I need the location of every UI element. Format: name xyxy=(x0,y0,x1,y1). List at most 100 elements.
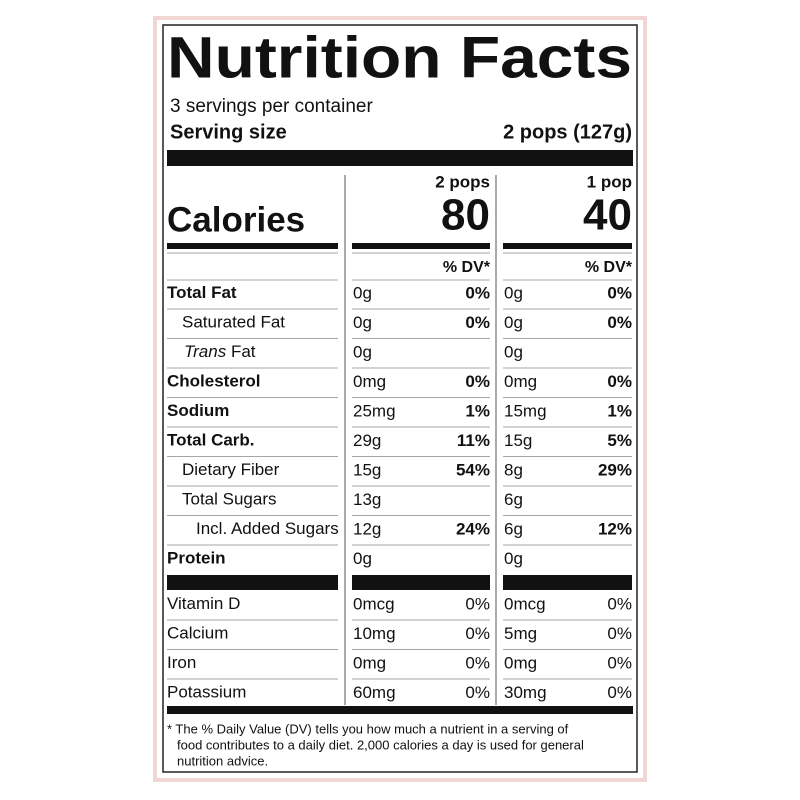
nutrient-name-text: Saturated Fat xyxy=(182,313,285,332)
daily-value: 24% xyxy=(456,519,490,538)
daily-value: 0% xyxy=(465,683,490,702)
dv-header: % DV* xyxy=(443,259,491,276)
nutrient-name-text: Fat xyxy=(231,342,256,361)
amount: 0g xyxy=(504,549,523,568)
nutrient-name: Total Carb. xyxy=(167,431,255,450)
daily-value: 0% xyxy=(607,594,632,613)
nutrient-name-italic: Trans xyxy=(184,342,227,361)
nutrient-name: Incl. Added Sugars xyxy=(196,519,339,538)
thick-bar xyxy=(503,575,632,590)
daily-value: 0% xyxy=(607,683,632,702)
daily-value: 29% xyxy=(598,460,632,479)
amount: 13g xyxy=(353,490,381,509)
amount: 0mg xyxy=(353,653,386,672)
amount: 0g xyxy=(353,283,372,302)
daily-value: 0% xyxy=(465,624,490,643)
footnote: nutrition advice. xyxy=(177,753,268,768)
daily-value: 1% xyxy=(607,401,632,420)
bar xyxy=(167,243,338,249)
amount: 0mg xyxy=(504,653,537,672)
column-header: 2 pops xyxy=(435,172,490,191)
serving-size-label: Serving size xyxy=(170,121,287,143)
nutrient-name-text: Cholesterol xyxy=(167,372,261,391)
amount: 15mg xyxy=(504,401,547,420)
nutrient-name-text: Total Fat xyxy=(167,283,237,302)
amount: 0g xyxy=(504,313,523,332)
nutrient-name-text: Total Sugars xyxy=(182,490,277,509)
amount: 0g xyxy=(353,342,372,361)
daily-value: 0% xyxy=(465,653,490,672)
calories-value: 80 xyxy=(441,191,490,240)
serving-size-value: 2 pops (127g) xyxy=(503,121,632,143)
nutrient-name: Vitamin D xyxy=(167,594,240,613)
nutrient-name: Protein xyxy=(167,549,226,568)
nutrient-name-text: Potassium xyxy=(167,683,246,702)
nutrient-name-text: Sodium xyxy=(167,401,229,420)
nutrient-name: Saturated Fat xyxy=(182,313,285,332)
thick-bar xyxy=(167,706,633,714)
nutrient-name: Total Sugars xyxy=(182,490,277,509)
daily-value: 0% xyxy=(465,313,490,332)
amount: 0mcg xyxy=(353,594,395,613)
amount: 0mcg xyxy=(504,594,546,613)
daily-value: 12% xyxy=(598,519,632,538)
bar xyxy=(503,243,632,249)
amount: 0g xyxy=(353,313,372,332)
daily-value: 0% xyxy=(607,653,632,672)
amount: 8g xyxy=(504,460,523,479)
bar xyxy=(352,243,490,249)
thick-bar xyxy=(352,575,490,590)
footnote: * The % Daily Value (DV) tells you how m… xyxy=(167,721,569,736)
daily-value: 0% xyxy=(465,283,490,302)
nutrient-name-text: Total Carb. xyxy=(167,431,255,450)
column-header: 1 pop xyxy=(587,172,632,191)
amount: 6g xyxy=(504,519,523,538)
dv-header: % DV* xyxy=(585,259,633,276)
amount: 0g xyxy=(504,342,523,361)
nutrient-name-text: Vitamin D xyxy=(167,594,240,613)
daily-value: 0% xyxy=(607,313,632,332)
thick-bar xyxy=(167,150,633,166)
daily-value: 0% xyxy=(465,594,490,613)
daily-value: 5% xyxy=(607,431,632,450)
calories-label: Calories xyxy=(167,200,305,239)
amount: 12g xyxy=(353,519,381,538)
nutrient-name: Calcium xyxy=(167,624,228,643)
amount: 29g xyxy=(353,431,381,450)
nutrient-name: Iron xyxy=(167,653,196,672)
daily-value: 0% xyxy=(607,283,632,302)
daily-value: 0% xyxy=(465,372,490,391)
nutrient-name: Sodium xyxy=(167,401,229,420)
daily-value: 11% xyxy=(457,431,490,450)
amount: 0mg xyxy=(504,372,537,391)
amount: 0g xyxy=(353,549,372,568)
amount: 60mg xyxy=(353,683,396,702)
nutrient-name-text: Protein xyxy=(167,549,226,568)
amount: 0g xyxy=(504,283,523,302)
thick-bar xyxy=(167,575,338,590)
inner-border xyxy=(162,24,638,773)
nutrient-name: Trans Fat xyxy=(184,342,256,361)
nutrient-name: Potassium xyxy=(167,683,246,702)
nutrient-name-text: Calcium xyxy=(167,624,228,643)
amount: 25mg xyxy=(353,401,396,420)
nutrient-name: Cholesterol xyxy=(167,372,261,391)
amount: 15g xyxy=(504,431,532,450)
calories-value: 40 xyxy=(583,191,632,240)
daily-value: 54% xyxy=(456,460,490,479)
footnote: food contributes to a daily diet. 2,000 … xyxy=(177,737,584,752)
nutrient-name: Total Fat xyxy=(167,283,237,302)
amount: 5mg xyxy=(504,624,537,643)
amount: 30mg xyxy=(504,683,547,702)
daily-value: 0% xyxy=(607,372,632,391)
daily-value: 0% xyxy=(607,624,632,643)
amount: 10mg xyxy=(353,624,396,643)
nutrient-name-text: Dietary Fiber xyxy=(182,460,280,479)
nutrient-name-text: Iron xyxy=(167,653,196,672)
amount: 6g xyxy=(504,490,523,509)
servings: 3 servings per container xyxy=(170,96,373,117)
daily-value: 1% xyxy=(465,401,490,420)
amount: 0mg xyxy=(353,372,386,391)
nutrient-name: Dietary Fiber xyxy=(182,460,280,479)
